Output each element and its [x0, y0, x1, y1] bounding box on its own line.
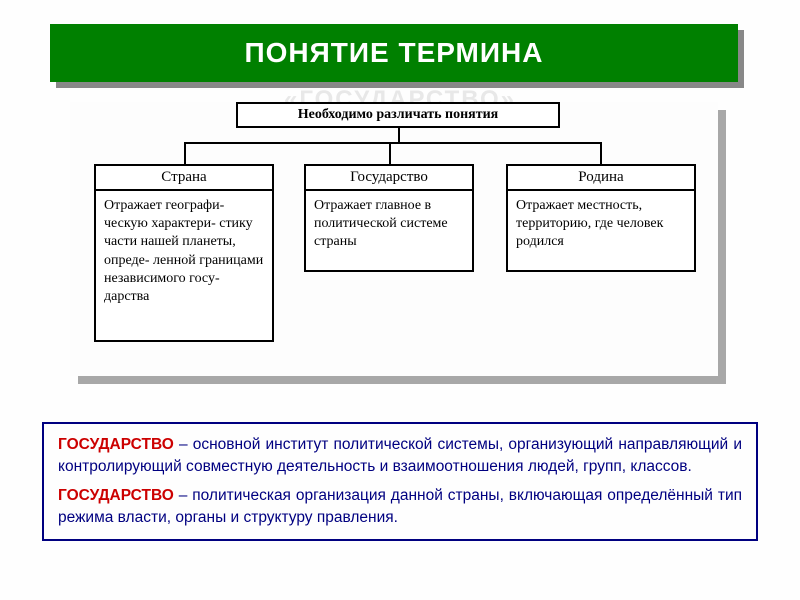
connector [600, 142, 602, 164]
definitions-box: ГОСУДАРСТВО – основной институт политиче… [42, 422, 758, 541]
node-header: Государство [306, 166, 472, 191]
node-header: Страна [96, 166, 272, 191]
diagram-node-state: Государство Отражает главное в политичес… [304, 164, 474, 272]
diagram-node-country: Страна Отражает географи- ческую характе… [94, 164, 274, 342]
term-highlight: ГОСУДАРСТВО [58, 436, 174, 453]
connector [184, 142, 186, 164]
connector [184, 142, 602, 144]
node-body: Отражает географи- ческую характери- сти… [96, 191, 272, 312]
diagram-root-node: Необходимо различать понятия [236, 102, 560, 128]
concept-diagram: Необходимо различать понятия Страна Отра… [70, 102, 718, 376]
diagram-node-homeland: Родина Отражает местность, территорию, г… [506, 164, 696, 272]
term-highlight: ГОСУДАРСТВО [58, 487, 174, 504]
connector [389, 142, 391, 164]
definition-2: ГОСУДАРСТВО – политическая организация д… [58, 485, 742, 528]
definition-1: ГОСУДАРСТВО – основной институт политиче… [58, 434, 742, 477]
node-body: Отражает местность, территорию, где чело… [508, 191, 694, 258]
node-header: Родина [508, 166, 694, 191]
connector [398, 128, 400, 142]
page-title: ПОНЯТИЕ ТЕРМИНА [50, 24, 738, 82]
node-body: Отражает главное в политической системе … [306, 191, 472, 258]
